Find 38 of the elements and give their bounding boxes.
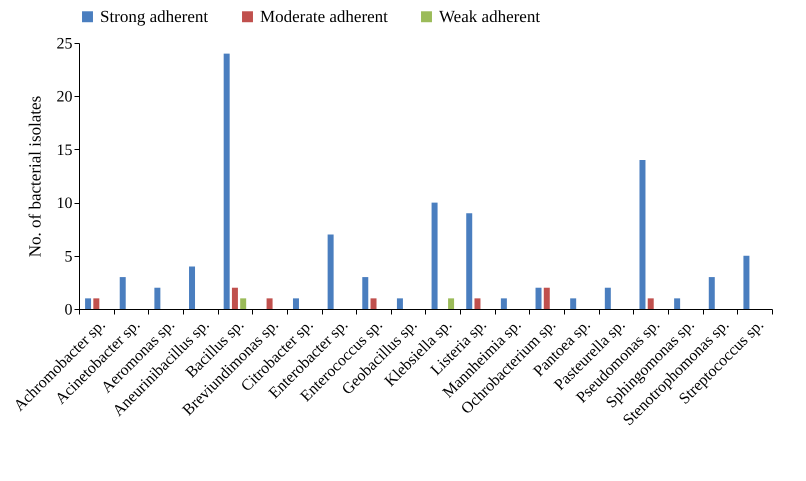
bar: [189, 266, 196, 309]
bar: [639, 160, 646, 309]
bar: [432, 202, 438, 309]
bar: [93, 298, 100, 309]
bar: [536, 288, 542, 309]
bar: [266, 298, 273, 309]
bar: [232, 288, 238, 309]
bar: [370, 298, 377, 309]
bar: [466, 213, 472, 309]
bar: [570, 298, 576, 309]
bar: [240, 298, 246, 309]
bar: [500, 298, 507, 309]
bar: [648, 298, 654, 309]
y-tick-label: 15: [56, 142, 72, 159]
bar: [224, 54, 230, 309]
bar: [328, 234, 334, 309]
y-tick-label: 10: [56, 195, 72, 212]
bar: [154, 288, 160, 309]
bar: [362, 277, 368, 309]
bar: [474, 298, 480, 309]
legend-label: Moderate adherent: [260, 6, 388, 26]
y-tick-label: 25: [56, 36, 72, 52]
y-tick-label: 20: [56, 88, 72, 106]
bar: [85, 298, 92, 309]
y-axis-title: No. of bacterial isolates: [26, 96, 44, 258]
bar: [396, 298, 403, 309]
bar: [448, 298, 454, 309]
y-tick-label: 0: [64, 302, 72, 318]
legend-label: Weak adherent: [439, 6, 540, 26]
legend-label: Strong adherent: [100, 6, 208, 26]
bar: [743, 256, 750, 309]
y-tick-label: 5: [64, 248, 72, 266]
bar: [604, 288, 611, 309]
bar: [292, 298, 299, 309]
bar: [120, 277, 126, 309]
bar: [674, 298, 680, 309]
bar: [544, 288, 550, 309]
bar: [708, 277, 715, 309]
